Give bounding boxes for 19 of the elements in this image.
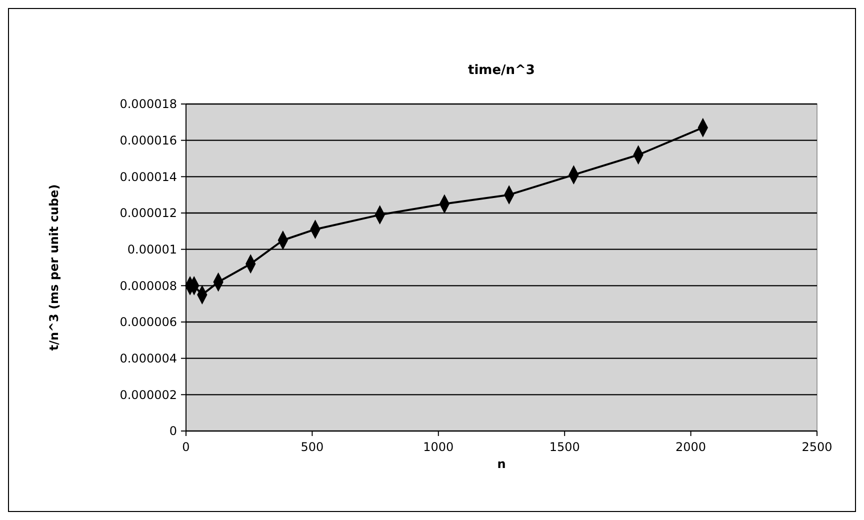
y-tick-label: 0.000004 <box>120 352 177 366</box>
y-tick-label: 0.000008 <box>120 278 177 293</box>
y-tick-label: 0.000006 <box>120 315 177 330</box>
x-axis-title: n <box>497 457 506 471</box>
x-tick-label: 0 <box>182 440 190 454</box>
x-tick-label: 1000 <box>423 440 454 454</box>
y-tick-label: 0.000012 <box>120 206 177 220</box>
x-tick-label: 1500 <box>549 440 580 454</box>
y-tick-label: 0 <box>169 424 177 438</box>
x-tick-label: 2500 <box>802 440 832 454</box>
chart-title: time/n^3 <box>468 63 535 78</box>
y-tick-label: 0.00001 <box>127 242 177 257</box>
y-axis-title: t/n^3 (ms per unit cube) <box>47 184 61 351</box>
y-tick-label: 0.000016 <box>120 134 177 148</box>
x-tick-label: 500 <box>300 440 324 454</box>
y-tick-label: 0.000018 <box>120 97 177 112</box>
y-tick-label: 0.000014 <box>120 170 177 184</box>
y-tick-label: 0.000002 <box>120 388 177 402</box>
x-tick-label: 2000 <box>676 440 706 454</box>
